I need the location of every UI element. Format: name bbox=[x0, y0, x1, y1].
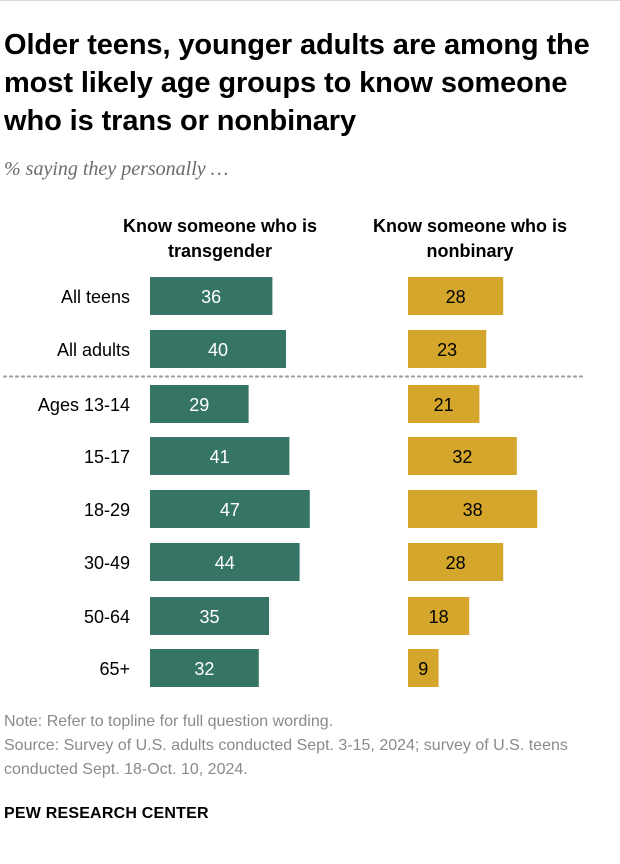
data-label-nonbinary: 23 bbox=[437, 340, 457, 360]
bar-nonbinary bbox=[408, 330, 487, 368]
data-label-transgender: 47 bbox=[220, 500, 240, 520]
data-label-transgender: 35 bbox=[199, 607, 219, 627]
data-label-transgender: 41 bbox=[210, 447, 230, 467]
data-label-transgender: 44 bbox=[215, 553, 235, 573]
category-label: Ages 13-14 bbox=[38, 395, 130, 415]
data-label-transgender: 29 bbox=[189, 395, 209, 415]
column-header-transgender: Know someone who is transgender bbox=[122, 216, 318, 261]
chart-title: Older teens, younger adults are among th… bbox=[4, 29, 590, 137]
source-text: Source: Survey of U.S. adults conducted … bbox=[4, 737, 568, 778]
bar-transgender bbox=[150, 597, 269, 635]
bar-nonbinary bbox=[408, 543, 504, 581]
bar-transgender bbox=[150, 649, 259, 687]
chart-subtitle: % saying they personally … bbox=[4, 158, 229, 180]
bar-chart: All teens 36 28 All adults 40 23 Ages 13-14 29 2… bbox=[3, 277, 584, 687]
data-label-nonbinary: 28 bbox=[446, 287, 466, 307]
data-label-nonbinary: 28 bbox=[446, 553, 466, 573]
data-label-nonbinary: 9 bbox=[418, 659, 428, 679]
category-label: All adults bbox=[57, 340, 130, 360]
bar-nonbinary bbox=[408, 597, 470, 635]
category-label: All teens bbox=[61, 287, 130, 307]
data-label-nonbinary: 18 bbox=[429, 607, 449, 627]
data-label-nonbinary: 32 bbox=[452, 447, 472, 467]
bar-transgender bbox=[150, 490, 310, 528]
bar-nonbinary bbox=[408, 385, 480, 423]
data-label-transgender: 40 bbox=[208, 340, 228, 360]
bar-nonbinary bbox=[408, 437, 517, 475]
bar-transgender bbox=[150, 543, 300, 581]
column-header-nonbinary: Know someone who is nonbinary bbox=[372, 216, 568, 261]
data-label-transgender: 36 bbox=[201, 287, 221, 307]
category-label: 30-49 bbox=[84, 553, 130, 573]
data-label-transgender: 32 bbox=[194, 659, 214, 679]
bar-transgender bbox=[150, 385, 249, 423]
bar-nonbinary bbox=[408, 649, 439, 687]
top-rule bbox=[0, 0, 620, 1]
category-label: 50-64 bbox=[84, 607, 130, 627]
category-label: 65+ bbox=[99, 659, 130, 679]
bar-nonbinary bbox=[408, 277, 504, 315]
data-label-nonbinary: 21 bbox=[434, 395, 454, 415]
bar-transgender bbox=[150, 330, 286, 368]
brand-logo-text: PEW RESEARCH CENTER bbox=[4, 805, 209, 822]
bar-nonbinary bbox=[408, 490, 538, 528]
category-label: 18-29 bbox=[84, 500, 130, 520]
footnotes: Note: Refer to topline for full question… bbox=[4, 710, 616, 782]
bar-transgender bbox=[150, 277, 273, 315]
category-label: 15-17 bbox=[84, 447, 130, 467]
bar-transgender bbox=[150, 437, 290, 475]
data-label-nonbinary: 38 bbox=[463, 500, 483, 520]
note-text: Note: Refer to topline for full question… bbox=[4, 713, 334, 730]
